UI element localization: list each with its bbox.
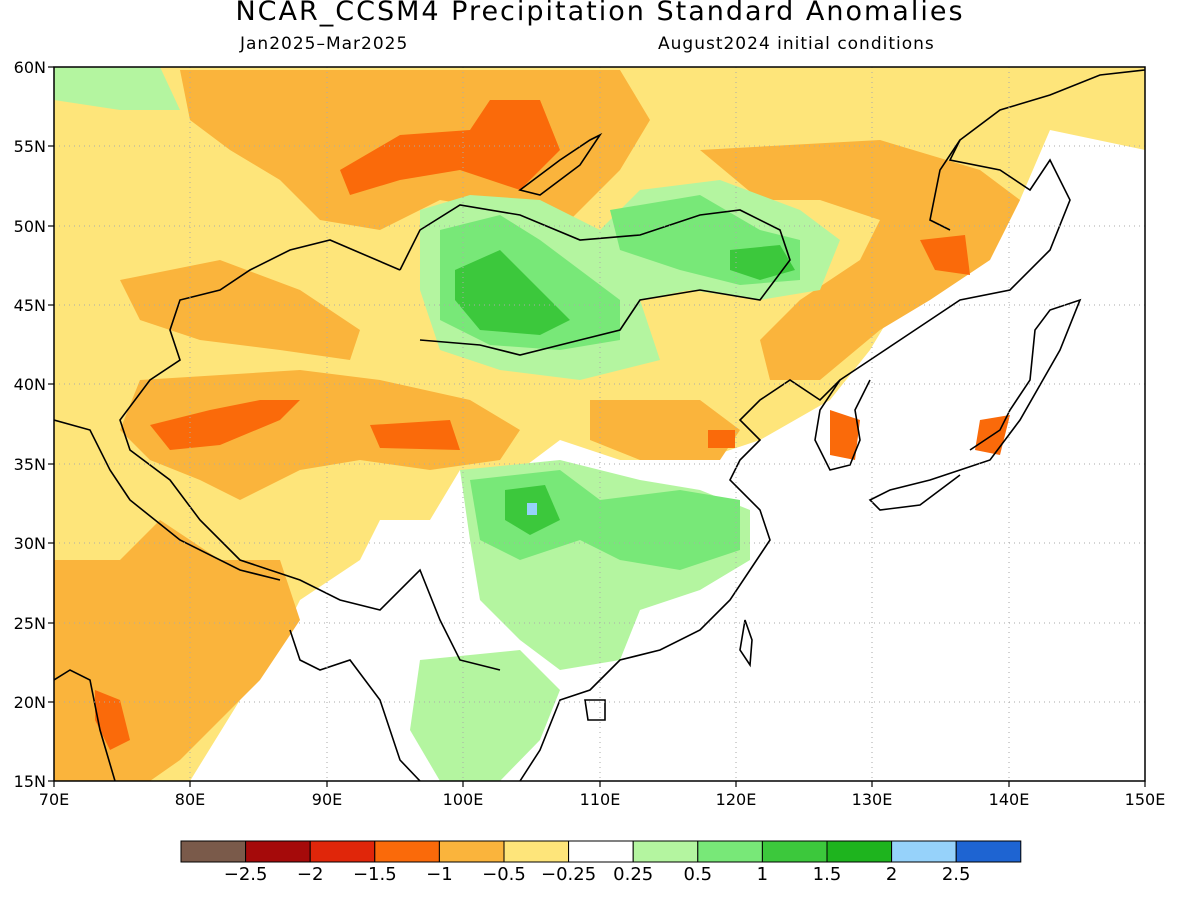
coastlines-and-borders [54,69,1145,781]
coastline-okhotsk [929,139,961,231]
colorbar-label: −0.5 [482,864,526,885]
dry-core-bohai [708,430,735,448]
lat-label-20n: 20N [13,693,46,712]
colorbar [180,840,1022,863]
gridlines [54,67,1145,781]
dry-region-central-asia [120,260,360,360]
coastline-east-asia [519,69,1145,781]
colorbar-label: 1.5 [812,864,842,885]
lon-label-140e: 140E [988,790,1030,809]
colorbar-swatch [568,840,634,863]
colorbar-swatch [826,840,893,863]
colorbar-swatch [180,840,247,863]
colorbar-swatch [309,840,376,863]
colorbar-label: −1.5 [352,864,397,885]
border-mongolia [399,204,791,356]
dry-core-baikal [340,100,560,195]
colorbar-swatch [503,840,570,863]
colorbar-swatch [761,840,828,863]
lon-label-100e: 100E [442,790,484,809]
lat-label-15n: 15N [13,772,46,791]
colorbar-swatch [374,840,440,863]
colorbar-swatch [632,840,699,863]
lon-label-70e: 70E [38,790,70,809]
initial-conditions: August2024 initial conditions [658,34,935,54]
dry-core-sakhalin [920,235,970,275]
map-title: NCAR_CCSM4 Precipitation Standard Anomal… [235,0,965,27]
coastline-taiwan [739,619,753,668]
wet-core-blue [527,503,537,515]
lon-label-120e: 120E [715,790,757,809]
coastline-hainan [584,699,606,721]
dry-region-tibet [120,370,520,500]
coastline-japan [868,298,1082,511]
lon-label-130e: 130E [851,790,893,809]
coastline-india [54,669,116,781]
colorbar-label: −1 [426,864,453,885]
wet-core-mongolia [455,250,570,335]
lon-label-110e: 110E [579,790,621,809]
colorbar-swatch [438,840,505,863]
colorbar-swatch [245,840,311,863]
colorbar-label: 2.5 [941,864,971,885]
colorbar-label: 2 [885,864,898,885]
colorbar-label: −2.5 [223,864,268,885]
wet-core-east-mongolia [730,245,795,280]
lat-label-40n: 40N [13,375,46,394]
colorbar-swatch [955,840,1022,863]
colorbar-swatch [697,840,763,863]
tick-marks [48,66,1146,787]
lat-label-45n: 45N [13,296,46,315]
colorbar-swatch [891,840,957,863]
colorbar-label: 0.25 [613,864,654,885]
lat-label-50n: 50N [13,217,46,236]
colorbar-label: −2 [296,864,324,885]
dry-core-korea [830,410,860,460]
dry-region-manchuria [700,140,1020,380]
lon-label-80e: 80E [174,790,206,809]
dry-region-yellow-river [590,400,740,460]
dry-core-tibet [150,400,300,450]
forecast-period: Jan2025–Mar2025 [240,34,409,54]
coastline-korea [814,379,871,471]
lon-label-90e: 90E [311,790,343,809]
lat-label-30n: 30N [13,534,46,553]
coastline-bay-bengal [289,629,421,781]
dry-core-qinghai [370,420,460,450]
colorbar-label: 0.5 [683,864,713,885]
lon-label-150e: 150E [1124,790,1166,809]
lat-label-35n: 35N [13,455,46,474]
lat-label-60n: 60N [13,58,46,77]
lat-label-55n: 55N [13,137,46,156]
wet-region-northwest [54,67,180,110]
dry-core-india [95,690,130,750]
border-india [54,419,281,581]
lake-baikal [518,132,603,196]
colorbar-label: −0.25 [541,864,597,885]
lat-label-25n: 25N [13,614,46,633]
wet-region-indochina-light [410,650,560,781]
colorbar-label: 1 [756,864,769,885]
border-china-west [119,239,501,671]
anomaly-field [54,67,1145,781]
